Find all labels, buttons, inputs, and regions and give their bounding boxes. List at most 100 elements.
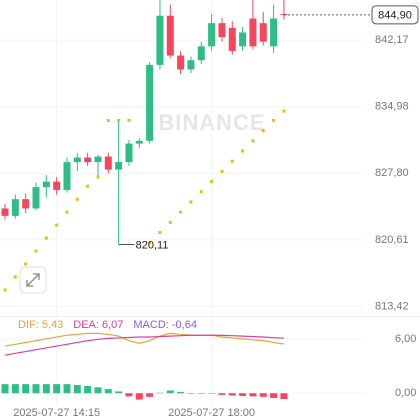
- macd-bar: [73, 385, 81, 394]
- macd-bar: [270, 393, 278, 399]
- sar-dot: [189, 200, 193, 204]
- sar-dot: [75, 197, 79, 201]
- y-tick-label: 6,00: [395, 333, 416, 345]
- candle-body: [32, 187, 40, 209]
- candle-body: [270, 18, 278, 47]
- candle-body: [1, 208, 9, 216]
- macd-bar: [218, 393, 226, 395]
- macd-bar: [259, 393, 267, 397]
- last-price-box: [371, 5, 419, 25]
- candle-body: [125, 143, 133, 163]
- macd-bar: [1, 384, 9, 394]
- macd-bar: [32, 384, 40, 394]
- macd-bar: [197, 393, 205, 394]
- sar-dot: [210, 180, 214, 184]
- macd-bar: [177, 391, 185, 394]
- macd-bar: [208, 393, 216, 394]
- candle-body: [228, 27, 236, 51]
- sar-dot: [251, 139, 255, 143]
- indicator-legend: DIF: 5,43: [18, 319, 63, 331]
- candle-body: [104, 156, 112, 170]
- candle-body: [22, 199, 30, 209]
- candle-body: [239, 32, 247, 47]
- candle-body: [197, 46, 205, 61]
- low-label: 820,11: [136, 239, 169, 251]
- macd-bar: [135, 393, 143, 400]
- y-tick-label: 820,61: [375, 234, 409, 246]
- candle-body: [166, 15, 174, 56]
- sar-dot: [3, 288, 7, 292]
- expand-icon[interactable]: [26, 273, 40, 287]
- macd-bar: [146, 393, 154, 397]
- macd-bar: [228, 393, 236, 396]
- indicator-legend: DEA: 6,07: [73, 319, 123, 331]
- y-tick-label: 0,00: [395, 387, 416, 399]
- sar-dot: [96, 175, 100, 179]
- macd-bar: [166, 390, 174, 394]
- macd-bar: [42, 384, 50, 394]
- sar-dot: [44, 236, 48, 240]
- candle-body: [63, 162, 71, 190]
- macd-line: [4, 334, 284, 356]
- sar-dot: [158, 231, 162, 235]
- candle-body: [249, 18, 257, 47]
- y-tick-label: 827,80: [375, 167, 409, 179]
- macd-bar: [53, 384, 61, 394]
- sar-dot: [272, 118, 276, 122]
- sar-dot: [168, 220, 172, 224]
- candle-body: [94, 156, 102, 163]
- candle-body: [259, 23, 267, 42]
- y-tick-label: 834,98: [375, 101, 409, 113]
- sar-dot: [65, 210, 69, 214]
- macd-bar: [104, 389, 112, 394]
- candle-body: [156, 15, 164, 65]
- sar-dot: [106, 118, 110, 122]
- macd-bar: [94, 387, 102, 394]
- macd-bar: [156, 392, 164, 394]
- macd-bar: [22, 384, 30, 394]
- sar-dot: [230, 159, 234, 163]
- candle-body: [53, 181, 61, 190]
- sar-dot: [261, 129, 265, 133]
- macd-bar: [125, 393, 133, 397]
- candle-body: [42, 181, 50, 188]
- macd-bar: [187, 393, 195, 394]
- y-tick-label: 813,42: [375, 300, 409, 312]
- macd-bar: [239, 393, 247, 396]
- sar-dot: [34, 249, 38, 253]
- macd-bar: [249, 393, 257, 397]
- sar-dot: [199, 190, 203, 194]
- sar-dot: [179, 210, 183, 214]
- macd-bar: [63, 384, 71, 394]
- expand-button[interactable]: [19, 266, 47, 294]
- macd-bar: [84, 385, 92, 394]
- sar-dot: [86, 184, 90, 188]
- macd-bar: [115, 391, 123, 394]
- candle-body: [84, 157, 92, 163]
- y-tick-label: 842,17: [375, 34, 409, 46]
- sar-dot: [127, 118, 131, 122]
- candle-body: [135, 140, 143, 144]
- sar-dot: [220, 169, 224, 173]
- sar-dot: [241, 149, 245, 153]
- last-price-label: 844,90: [378, 10, 412, 22]
- indicator-legend: MACD: -0,64: [133, 319, 197, 331]
- sar-dot: [55, 223, 59, 227]
- sar-dot: [24, 262, 28, 266]
- macd-bar: [280, 393, 288, 400]
- sar-dot: [282, 109, 286, 113]
- sar-dot: [148, 241, 152, 245]
- x-tick-label: 2025-07-27 14:15: [13, 407, 100, 419]
- candle-body: [218, 23, 226, 38]
- sar-dot: [117, 118, 121, 122]
- candle-body: [11, 199, 19, 216]
- x-tick-label: 2025-07-27 18:00: [168, 407, 255, 419]
- candle-body: [146, 64, 154, 141]
- candle-body: [115, 162, 123, 170]
- candle-body: [177, 55, 185, 70]
- macd-line: [4, 332, 284, 347]
- candle-body: [208, 23, 216, 47]
- candle-body: [187, 60, 195, 70]
